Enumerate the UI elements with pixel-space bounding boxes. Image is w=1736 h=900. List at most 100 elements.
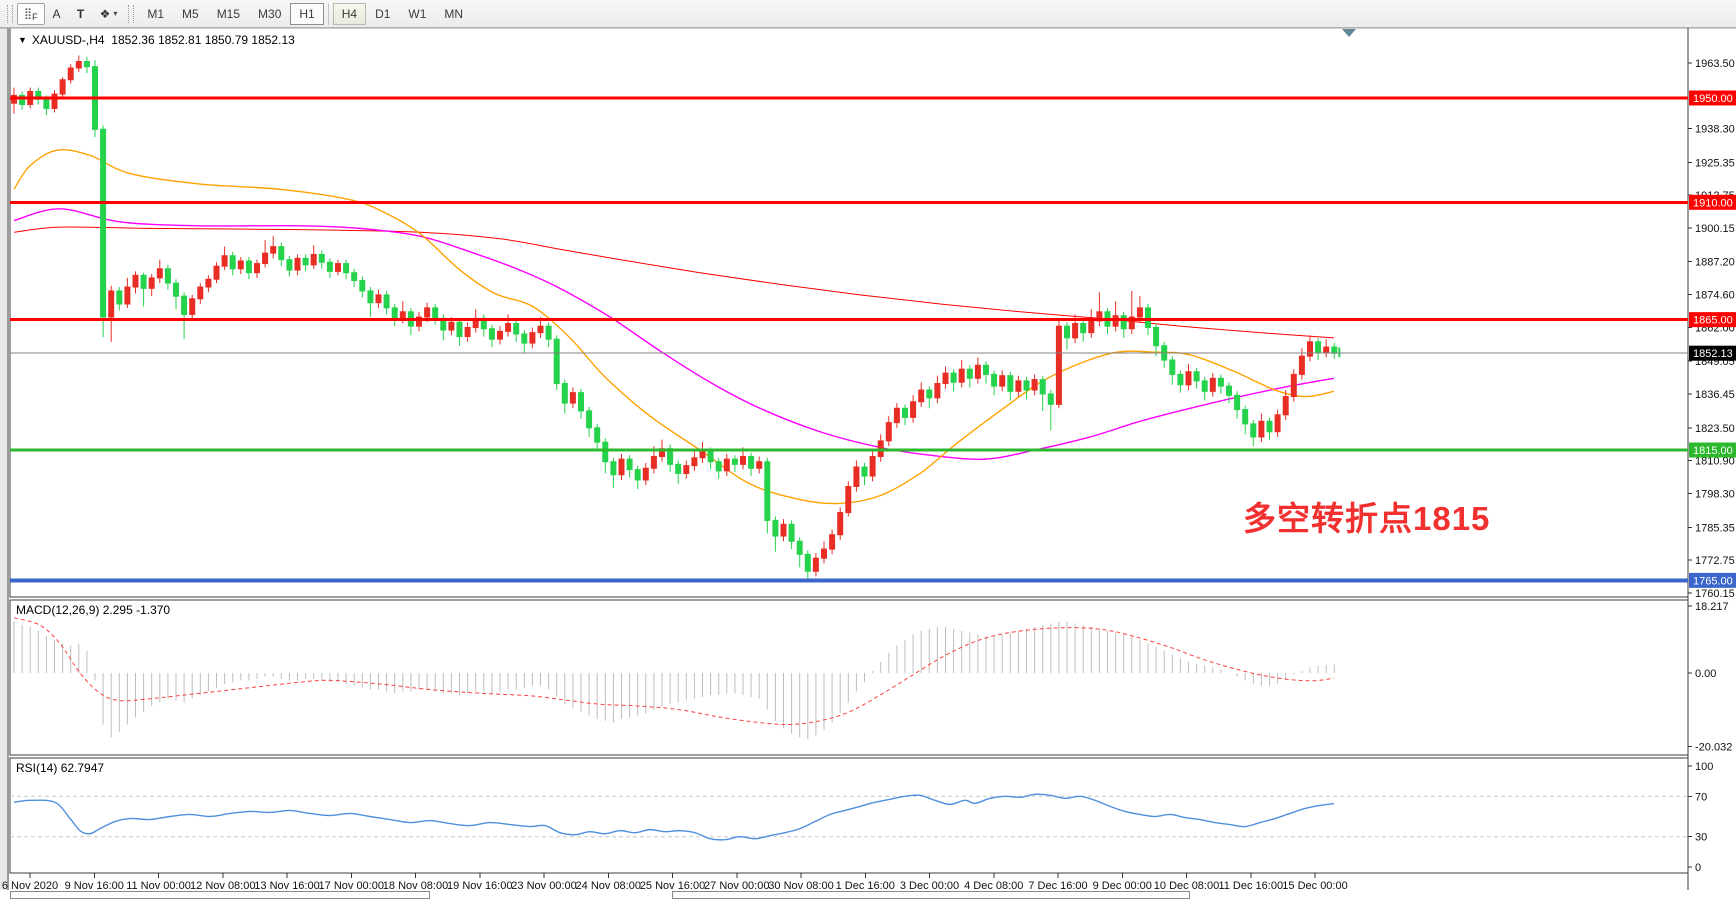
rsi-value: 62.7947: [60, 761, 105, 775]
candle-down: [1145, 307, 1151, 328]
background-window-fragment-1[interactable]: [10, 891, 430, 899]
macd-signal-line: [13, 617, 1335, 726]
candle-down: [456, 321, 463, 338]
price-axis[interactable]: 1963.501938.301925.351912.751900.151887.…: [1688, 58, 1736, 600]
candle-up: [213, 265, 220, 280]
time-tick-label: 27 Nov 00:00: [704, 880, 769, 892]
time-tick-label: 7 Dec 16:00: [1028, 880, 1087, 892]
time-tick-label: 18 Nov 08:00: [383, 880, 448, 892]
macd-pane-border[interactable]: [9, 599, 1689, 756]
candle-down: [1266, 420, 1273, 433]
candle-down: [1047, 393, 1054, 405]
t-label: T: [76, 6, 85, 21]
timeframe-button-h4[interactable]: H4: [332, 2, 367, 25]
candle-down: [1250, 423, 1257, 438]
candle-up: [237, 260, 244, 270]
timeframe-button-w1[interactable]: W1: [408, 6, 427, 21]
text-a-button[interactable]: A: [45, 3, 69, 25]
timeframe-button-d1[interactable]: D1: [375, 6, 391, 21]
rsi-axis-label: 0: [1695, 862, 1701, 874]
candle-down: [1226, 385, 1232, 396]
annotation-text[interactable]: 多空转折点1815: [1243, 500, 1491, 537]
text-t-button[interactable]: T: [69, 3, 93, 25]
rsi-indicator-label: RSI(14) 62.7947: [16, 761, 104, 775]
candle-down: [278, 246, 285, 261]
time-axis[interactable]: 6 Nov 2020 9 Nov 16:00 11 Nov 00:00 12 Nov …: [2, 873, 1348, 892]
rsi-pane-border[interactable]: [9, 757, 1689, 874]
candle-down: [43, 98, 50, 109]
time-tick-label: 13 Nov 16:00: [254, 880, 319, 892]
rsi-line: [13, 793, 1335, 841]
candle-up: [780, 523, 787, 537]
candle-up: [270, 246, 277, 254]
candle-down: [391, 307, 398, 319]
candle-up: [416, 316, 422, 327]
macd-panel[interactable]: 18.217 0.00 -20.032: [13, 601, 1732, 754]
price-tick-label: 1900.15: [1695, 223, 1735, 235]
candle-down: [318, 253, 325, 263]
timeframe-button-h1[interactable]: H1: [290, 2, 324, 25]
candle-up: [999, 375, 1006, 387]
candle-down: [1039, 379, 1046, 395]
candles-series[interactable]: [11, 55, 1338, 582]
candle-up: [812, 557, 819, 572]
candle-down: [229, 255, 236, 270]
candle-up: [829, 534, 836, 550]
toolbar-drag-handle[interactable]: [7, 4, 13, 23]
candle-up: [294, 257, 301, 271]
candle-up: [51, 93, 58, 109]
candle-down: [983, 364, 989, 375]
candle-down: [164, 268, 171, 284]
chart-shift-marker-icon[interactable]: [1342, 29, 1356, 37]
macd-axis-label: -20.032: [1695, 742, 1732, 754]
candle-down: [594, 427, 601, 443]
timeframe-button-m5[interactable]: M5: [182, 6, 199, 21]
macd-indicator-label: MACD(12,26,9) 2.295 -1.370: [16, 603, 170, 617]
candle-up: [650, 456, 657, 469]
grid-f-button[interactable]: ⣿ F: [17, 2, 45, 25]
candle-down: [1193, 371, 1200, 382]
candle-down: [602, 441, 609, 463]
timeframe-button-m1[interactable]: M1: [147, 6, 165, 21]
candle-up: [156, 268, 163, 279]
time-tick-label: 19 Nov 16:00: [447, 880, 512, 892]
price-tick-label: 1925.35: [1695, 157, 1735, 169]
timeframe-button-m30[interactable]: M30: [258, 6, 282, 21]
candle-down: [351, 272, 358, 282]
price-tick-label: 1798.30: [1695, 489, 1735, 501]
shapes-dropdown-button[interactable]: ❖ ▾: [93, 3, 125, 25]
background-window-fragment-2[interactable]: [672, 891, 1190, 899]
candle-down: [140, 274, 147, 289]
candle-down: [788, 523, 795, 542]
timeframe-group: M1 M5 M15 M30 H1 H4 D1 W1 MN: [138, 2, 472, 25]
rsi-panel[interactable]: 100 70 30 0: [10, 761, 1713, 874]
a-label: A: [52, 6, 61, 21]
candle-down: [926, 389, 933, 399]
candle-down: [675, 463, 682, 474]
candle-down: [521, 333, 528, 344]
candle-up: [642, 467, 649, 481]
candle-up: [537, 325, 544, 334]
candle-down: [861, 466, 868, 477]
timeframe-button-m15[interactable]: M15: [216, 6, 241, 21]
candle-down: [1331, 346, 1338, 354]
level-1815.00-badge: [1689, 442, 1736, 458]
time-tick-label: 10 Dec 08:00: [1154, 880, 1219, 892]
candle-up: [67, 67, 74, 81]
timeframe-button-mn[interactable]: MN: [444, 6, 464, 21]
candle-up: [934, 383, 941, 399]
candle-up: [1088, 320, 1095, 334]
window-left-edge: [0, 28, 9, 890]
price-tick-label: 1836.45: [1695, 389, 1735, 401]
collapse-triangle-icon[interactable]: ▼: [18, 35, 27, 45]
toolbar-drag-handle-2[interactable]: [128, 4, 135, 23]
level-1950.00-badge: [1689, 90, 1736, 106]
candle-down: [561, 383, 568, 404]
candle-down: [513, 323, 520, 335]
candle-up: [335, 263, 341, 272]
ohlc-readout: 1852.36 1852.81 1850.79 1852.13: [111, 33, 295, 47]
current-price-badge: [1689, 345, 1736, 361]
candle-up: [1307, 341, 1313, 357]
candle-down: [302, 257, 309, 266]
